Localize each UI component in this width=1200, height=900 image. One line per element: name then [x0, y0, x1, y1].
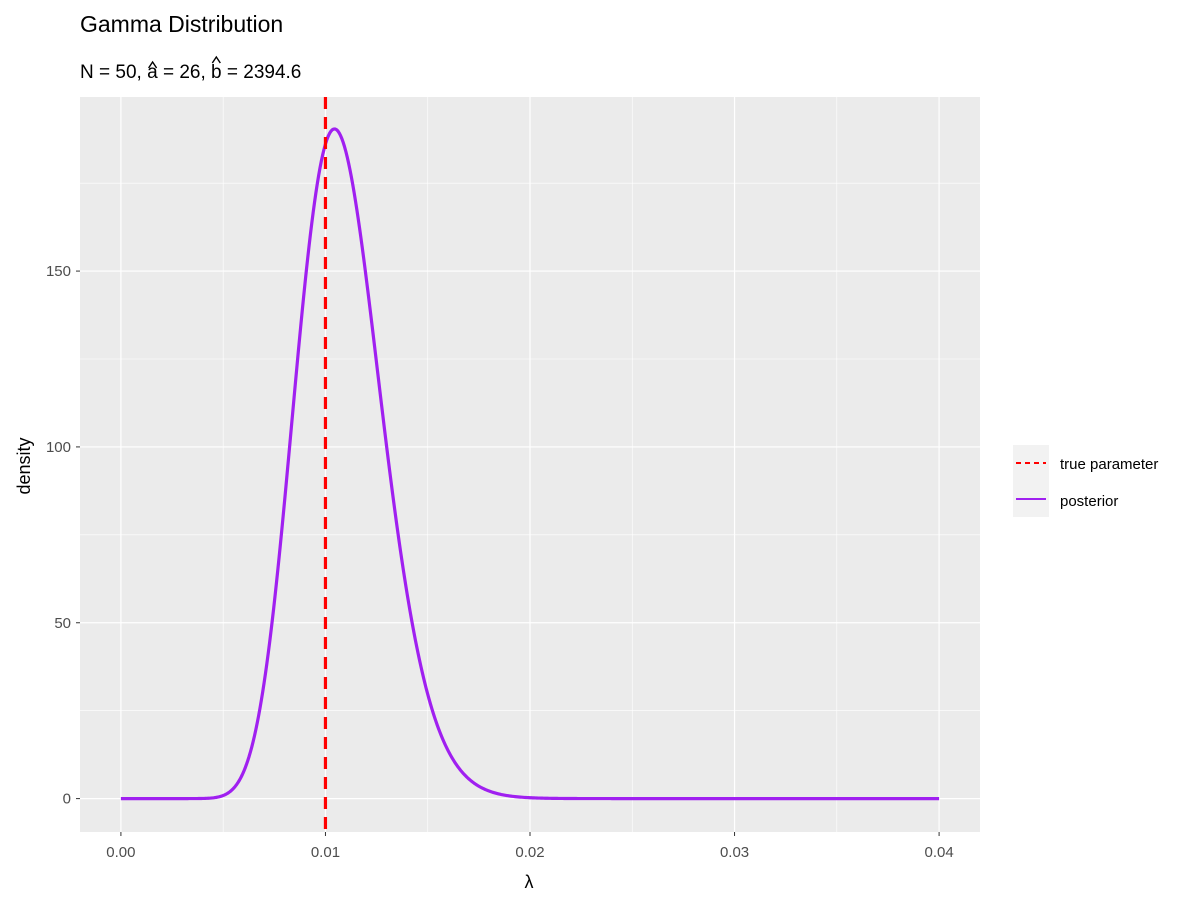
grid-major — [80, 97, 980, 832]
hat-accent — [148, 60, 158, 69]
chart-subtitle: N = 50, a = 26, b = 2394.6 — [80, 62, 301, 83]
subtitle-comma-2: , — [200, 62, 211, 83]
x-tick-label: 0.00 — [106, 844, 135, 861]
subtitle-n-label: N — [80, 62, 94, 83]
x-tick-label: 0.04 — [924, 844, 953, 861]
x-axis-title: λ — [525, 872, 534, 892]
legend-label-posterior: posterior — [1060, 493, 1118, 510]
subtitle-hat-accents — [148, 55, 221, 69]
subtitle-a-label: a — [147, 62, 158, 83]
subtitle-b-label: b — [211, 62, 222, 83]
x-tick-label: 0.01 — [311, 844, 340, 861]
x-tick-label: 0.02 — [515, 844, 544, 861]
subtitle-n-value: 50 — [115, 62, 136, 83]
y-tick-label: 50 — [54, 615, 71, 632]
subtitle-a-value: 26 — [179, 62, 200, 83]
subtitle-comma-1: , — [137, 62, 148, 83]
y-tick-label: 0 — [63, 791, 71, 808]
hat-accent — [211, 55, 221, 64]
subtitle-equals-n: = — [94, 62, 116, 83]
series-line-posterior — [120, 127, 940, 801]
legend: true parameter posterior — [1013, 445, 1158, 517]
series-layer — [120, 97, 940, 832]
x-axis: 0.00 0.01 0.02 0.03 0.04 — [106, 832, 954, 861]
y-axis-title: density — [14, 437, 34, 494]
y-tick-label: 150 — [46, 263, 71, 280]
legend-label-true-parameter: true parameter — [1060, 456, 1158, 473]
y-tick-label: 100 — [46, 439, 71, 456]
subtitle-b-value: 2394.6 — [243, 62, 301, 83]
x-tick-label: 0.03 — [720, 844, 749, 861]
subtitle-equals-a: = — [158, 62, 180, 83]
subtitle-equals-b: = — [222, 62, 244, 83]
y-axis: 0 50 100 150 — [46, 263, 80, 808]
chart-title: Gamma Distribution — [80, 11, 283, 37]
